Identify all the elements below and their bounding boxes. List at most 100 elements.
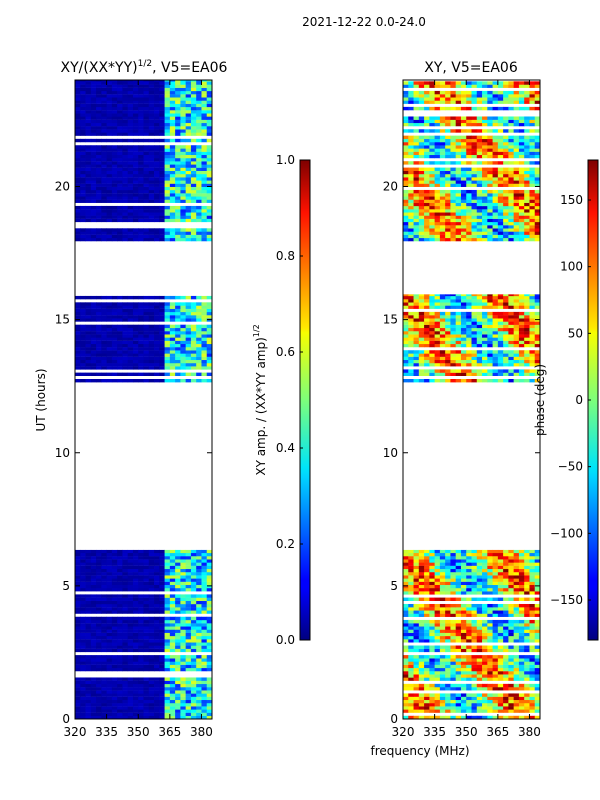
left-heatmap-cell [154, 84, 160, 88]
right-heatmap-cell [503, 639, 509, 643]
left-heatmap-cell [138, 584, 144, 589]
left-heatmap-cell [159, 311, 165, 316]
left-heatmap-cell [164, 556, 171, 560]
left-heatmap-cell [175, 715, 181, 719]
left-heatmap-cell [143, 648, 150, 653]
left-heatmap-cell [106, 680, 113, 685]
left-heatmap-cell [185, 237, 192, 242]
left-heatmap-cell [96, 562, 102, 566]
left-heatmap-cell [106, 709, 113, 713]
right-heatmap-cell [492, 353, 499, 357]
left-heatmap-cell [164, 703, 171, 707]
right-heatmap-cell [455, 231, 462, 235]
left-heatmap-cell [201, 359, 208, 364]
right-heatmap-cell [455, 299, 462, 303]
left-heatmap-cell [90, 549, 97, 554]
left-heatmap-cell [159, 658, 165, 662]
right-heatmap-cell [445, 572, 451, 576]
left-heatmap-cell [90, 327, 97, 332]
left-heatmap-cell [101, 607, 108, 611]
right-heatmap-cell [529, 703, 536, 707]
right-heatmap-cell [524, 699, 530, 704]
left-heatmap-cell [185, 311, 192, 316]
right-heatmap-cell [534, 581, 540, 586]
left-heatmap-cell [159, 664, 165, 669]
left-heatmap-cell [132, 709, 139, 713]
right-heatmap-cell [403, 639, 409, 643]
left-heatmap-cell [143, 350, 150, 354]
right-heatmap-cell [503, 629, 509, 633]
right-heatmap-cell [524, 299, 530, 303]
left-heatmap-cell [117, 359, 123, 364]
left-heatmap-cell [122, 603, 129, 608]
right-heatmap-cell [487, 687, 493, 691]
left-heatmap-cell [85, 635, 92, 640]
left-heatmap-cell [196, 648, 202, 653]
left-heatmap-cell [96, 315, 102, 319]
left-heatmap-cell [148, 164, 155, 168]
right-heatmap-cell [482, 677, 488, 681]
left-heatmap-cell [75, 97, 81, 101]
left-heatmap-cell [196, 661, 202, 665]
left-heatmap-cell [90, 170, 97, 175]
left-heatmap-cell [75, 148, 81, 152]
left-heatmap-cell [148, 603, 155, 608]
left-heatmap-cell [159, 616, 165, 621]
left-heatmap-cell [132, 196, 139, 200]
left-heatmap-cell [190, 687, 197, 691]
left-heatmap-cell [196, 212, 202, 216]
right-heatmap-cell [471, 597, 478, 601]
right-heatmap-cell [424, 234, 430, 239]
left-heatmap-cell [185, 151, 192, 156]
left-heatmap-cell [175, 311, 181, 316]
left-heatmap-cell [154, 706, 160, 710]
right-heatmap-cell [508, 369, 515, 373]
left-heatmap-cell [90, 119, 97, 124]
left-heatmap-cell [143, 180, 150, 184]
left-heatmap-cell [122, 151, 129, 156]
right-heatmap-cell [424, 703, 430, 707]
right-heatmap-cell [439, 305, 446, 309]
left-heatmap-cell [106, 318, 113, 322]
left-heatmap-cell [90, 87, 97, 92]
left-heatmap-cell [75, 215, 81, 219]
left-heatmap-cell [185, 655, 192, 659]
left-heatmap-cell [180, 231, 187, 235]
left-heatmap-cell [185, 116, 192, 120]
left-heatmap-cell [190, 667, 197, 672]
left-heatmap-cell [154, 619, 160, 624]
left-heatmap-cell [196, 572, 202, 576]
left-heatmap-cell [196, 340, 202, 345]
left-heatmap-cell [196, 119, 202, 124]
left-heatmap-cell [106, 664, 113, 669]
left-heatmap-cell [106, 186, 113, 191]
left-heatmap-cell [106, 687, 113, 691]
left-heatmap-cell [175, 597, 181, 601]
left-heatmap-cell [164, 305, 171, 309]
left-heatmap-cell [196, 706, 202, 710]
left-heatmap-cell [154, 581, 160, 586]
left-heatmap-cell [127, 687, 134, 691]
left-heatmap-cell [101, 642, 108, 646]
right-heatmap-cell [524, 671, 530, 675]
right-heatmap-cell [492, 674, 499, 678]
left-heatmap-cell [90, 635, 97, 640]
left-heatmap-cell [75, 218, 81, 223]
left-heatmap-cell [159, 655, 165, 659]
right-heatmap-cell [434, 337, 441, 341]
left-heatmap-cell [80, 359, 86, 364]
right-heatmap-cell [466, 575, 472, 579]
left-heatmap-cell [111, 129, 118, 133]
left-heatmap-cell [201, 167, 208, 171]
right-heatmap-cell [476, 568, 483, 573]
left-heatmap-cell [190, 366, 197, 370]
right-heatmap-cell [482, 613, 488, 617]
left-heatmap-cell [117, 302, 123, 306]
left-heatmap-cell [106, 556, 113, 560]
left-heatmap-cell [75, 565, 81, 570]
right-heatmap-cell [450, 613, 457, 617]
right-heatmap-cell [518, 613, 525, 617]
left-heatmap-cell [175, 308, 181, 313]
right-heatmap-cell [455, 645, 462, 649]
left-heatmap-cell [159, 148, 165, 152]
